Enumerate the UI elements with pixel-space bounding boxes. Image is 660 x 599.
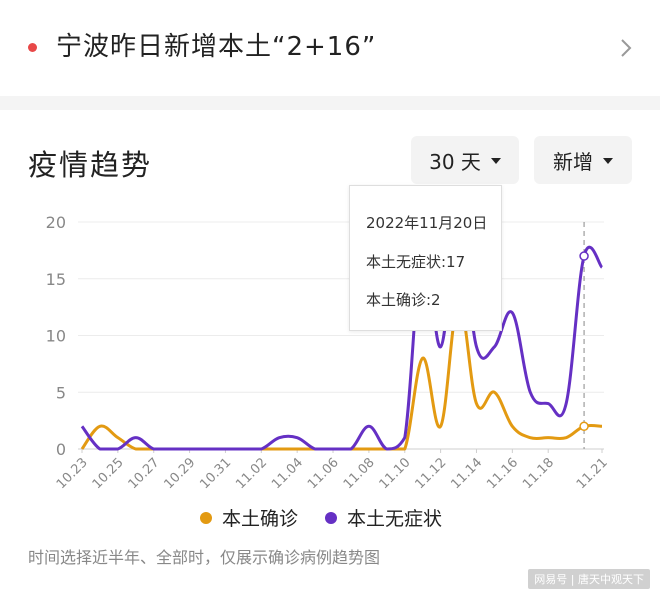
y-axis-ticks: 0 5 10 15 20 [46,213,66,459]
metric-dropdown[interactable]: 新增 [534,136,632,184]
tooltip-asymptomatic: 本土无症状:17 [366,253,466,271]
series-line-asymptomatic [80,220,604,451]
chevron-right-icon[interactable] [616,34,638,62]
chart-grid [78,221,604,450]
headline-bar[interactable]: 宁波昨日新增本土“2+16” [0,0,660,96]
legend-swatch-confirmed [200,511,212,524]
x-tick-label: 11.16 [484,455,521,492]
x-tick-label: 11.21 [574,455,611,492]
y-tick-label: 0 [56,440,66,459]
x-tick-label: 11.18 [520,455,557,492]
legend-item-confirmed[interactable]: 本土确诊 [200,504,298,531]
chart-legend: 本土确诊 本土无症状 [0,504,660,534]
x-tick-label: 11.14 [448,455,485,492]
y-tick-label: 20 [46,213,66,232]
chart-tooltip: 2022年11月20日 本土无症状:17 本土确诊:2 [349,185,502,331]
x-tick-label: 10.29 [161,455,198,492]
caret-down-icon [603,158,613,164]
chart-footnote: 时间选择近半年、全部时，仅展示确诊病例趋势图 [28,548,381,567]
legend-item-asymptomatic[interactable]: 本土无症状 [325,504,442,531]
days-dropdown[interactable]: 30 天 [411,136,519,184]
series-line-confirmed [80,299,603,451]
x-tick-label: 11.06 [305,455,342,492]
section-title: 疫情趋势 [28,148,153,182]
watermark: 网易号 | 唐天中观天下 [528,569,650,589]
x-tick-label: 10.25 [90,455,127,492]
chart-markers [579,251,589,432]
headline-title[interactable]: 宁波昨日新增本土“2+16” [56,32,377,62]
legend-label-asymptomatic: 本土无症状 [347,508,443,530]
x-tick-label: 10.23 [54,455,91,492]
legend-label-confirmed: 本土确诊 [222,508,299,530]
x-tick-label: 10.31 [197,455,234,492]
legend-swatch-asymptomatic [325,511,337,524]
tooltip-confirmed: 本土确诊:2 [366,291,441,309]
x-tick-label: 11.02 [233,455,270,492]
highlight-point-asymptomatic [579,251,589,261]
tooltip-date: 2022年11月20日 [366,214,488,232]
section-separator [0,96,660,110]
days-dropdown-label: 30 天 [429,149,481,174]
highlight-point-confirmed [579,421,589,432]
y-tick-label: 15 [46,270,66,289]
x-tick-label: 11.12 [413,455,450,492]
x-tick-label: 11.08 [341,455,378,492]
red-bullet-icon [28,43,37,52]
x-tick-label: 10.27 [126,455,163,492]
metric-dropdown-label: 新增 [553,149,593,174]
y-tick-label: 10 [46,327,66,346]
y-tick-label: 5 [56,383,66,402]
x-tick-label: 11.04 [269,455,306,492]
caret-down-icon [490,158,501,164]
x-tick-label: 11.10 [377,455,414,492]
x-axis-ticks: 10.2310.2510.2710.2910.3111.0211.0411.06… [54,449,611,492]
